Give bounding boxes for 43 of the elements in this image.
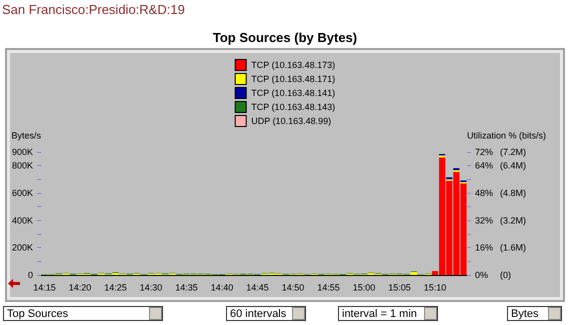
x-tick-label: 14:35 [175,282,198,292]
y-axis-title: Bytes/s [11,130,42,140]
y-tick-label: 600K [12,188,33,198]
y2-tick-label: 48% [475,188,494,198]
y2-axis-title: Utilization % (bits/s) [467,130,546,140]
x-tick-label: 14:30 [140,282,162,292]
y3-tick-label: (1.6M) [500,242,526,253]
y3-tick-label: (4.8M) [500,188,526,198]
y2-tick-label: 32% [475,215,494,226]
x-tick-label: 14:45 [246,282,269,292]
dropdown: Bytes [507,306,562,321]
legend-label: TCP (10.163.48.141) [251,88,336,98]
y2-tick-label: 64% [475,160,494,171]
legend-label: TCP (10.163.48.171) [251,74,336,84]
text: San Francisco:Presidio:R&D:19 [2,2,185,17]
y3-tick-label: (3.2M) [500,215,526,226]
x-tick-label: 14:55 [317,282,340,292]
dropdown: Top Sources [3,306,163,321]
y-tick-label: 800K [12,160,33,171]
y-tick-label: 0 [28,270,33,280]
y-tick-label: 200K [12,242,33,253]
y2-tick-label: 72% [475,147,494,157]
x-tick-label: 15:10 [424,282,446,292]
y2-tick-label: 16% [475,242,494,253]
chart-title: Top Sources (by Bytes) [212,30,358,45]
x-tick-label: 14:20 [68,282,92,292]
legend-label: TCP (10.163.48.173) [251,60,336,70]
x-tick-label: 14:50 [282,282,304,292]
y3-tick-label: (6.4M) [500,160,526,171]
y-tick-label: 900K [12,147,33,157]
x-tick-label: 14:15 [33,282,56,292]
y-tick-label: 400K [12,215,33,226]
dropdown: interval = 1 min [338,306,438,321]
y2-tick-label: 0% [475,270,488,280]
dropdown: 60 intervals [226,306,306,321]
x-tick-label: 15:00 [352,282,376,292]
x-tick-label: 14:40 [210,282,234,292]
y3-tick-label: (0) [500,270,511,280]
legend-label: TCP (10.163.48.143) [251,102,336,112]
x-tick-label: 15:05 [388,282,411,292]
y3-tick-label: (7.2M) [500,147,526,157]
x-tick-label: 14:25 [104,282,127,292]
legend-label: UDP (10.163.48.99) [251,116,332,126]
